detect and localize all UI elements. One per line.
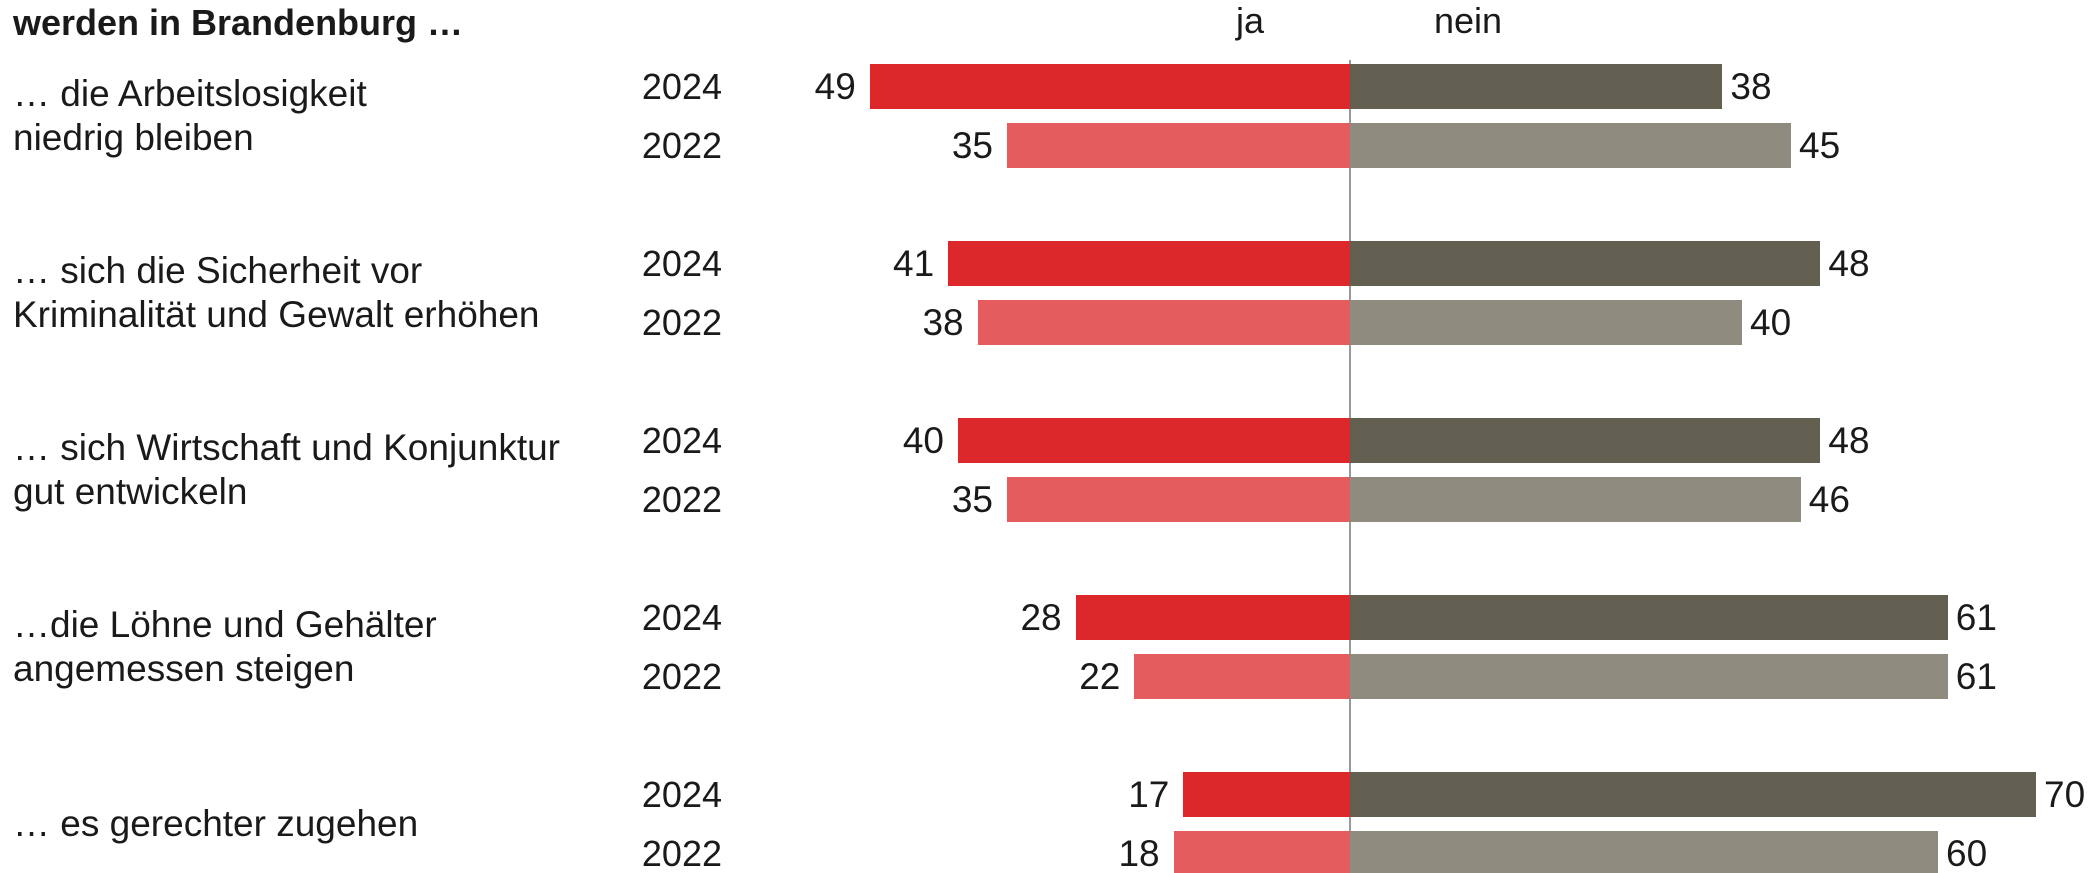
bar [1350,300,1742,345]
bar [1134,654,1350,699]
bar [1350,241,1821,286]
category-label: …die Löhne und Gehälter angemessen steig… [13,604,437,689]
value-label: 40 [902,419,944,461]
value-label: 70 [2044,773,2086,815]
column-header: ja [1235,0,1265,41]
bar [1350,123,1791,168]
year-label: 2022 [641,655,722,697]
value-label: 38 [1730,65,1772,107]
value-label: 46 [1808,478,1850,520]
value-label: 48 [1828,242,1870,284]
category-label: … es gerechter zugehen [13,803,419,844]
year-label: 2024 [641,773,722,815]
category-label: … die Arbeitslosigkeit niedrig bleiben [13,73,367,158]
year-label: 2024 [641,65,722,107]
center-line [1349,60,1351,873]
bar [1350,477,1801,522]
value-label: 22 [1079,655,1121,697]
column-header: nein [1433,0,1503,41]
value-label: 48 [1828,419,1870,461]
category-label: … sich die Sicherheit vor Kriminalität u… [13,250,540,335]
bar [958,418,1350,463]
year-label: 2024 [641,419,722,461]
bar [1007,477,1350,522]
year-label: 2024 [641,242,722,284]
bar [1350,418,1821,463]
value-label: 49 [814,65,856,107]
bar [1350,831,1938,873]
bar [1350,654,1948,699]
year-label: 2022 [641,478,722,520]
bar [1350,772,2036,817]
bar [948,241,1350,286]
bar [1350,595,1948,640]
value-label: 60 [1946,832,1988,873]
value-label: 45 [1799,124,1841,166]
year-label: 2022 [641,124,722,166]
bar [1173,831,1350,873]
bar [977,300,1350,345]
year-label: 2022 [641,301,722,343]
value-label: 28 [1020,596,1062,638]
value-label: 35 [951,124,993,166]
value-label: 61 [1955,596,1997,638]
chart-title: werden in Brandenburg … [13,2,464,43]
year-label: 2024 [641,596,722,638]
value-label: 40 [1750,301,1792,343]
bar [1075,595,1350,640]
value-label: 61 [1955,655,1997,697]
value-label: 35 [951,478,993,520]
value-label: 17 [1128,773,1170,815]
bar [1350,64,1723,109]
value-label: 38 [922,301,964,343]
value-label: 18 [1118,832,1160,873]
bar [1183,772,1350,817]
category-label: … sich Wirtschaft und Konjunktur gut ent… [13,427,560,512]
bar [1007,123,1350,168]
year-label: 2022 [641,832,722,873]
bar [869,64,1350,109]
value-label: 41 [893,242,935,284]
